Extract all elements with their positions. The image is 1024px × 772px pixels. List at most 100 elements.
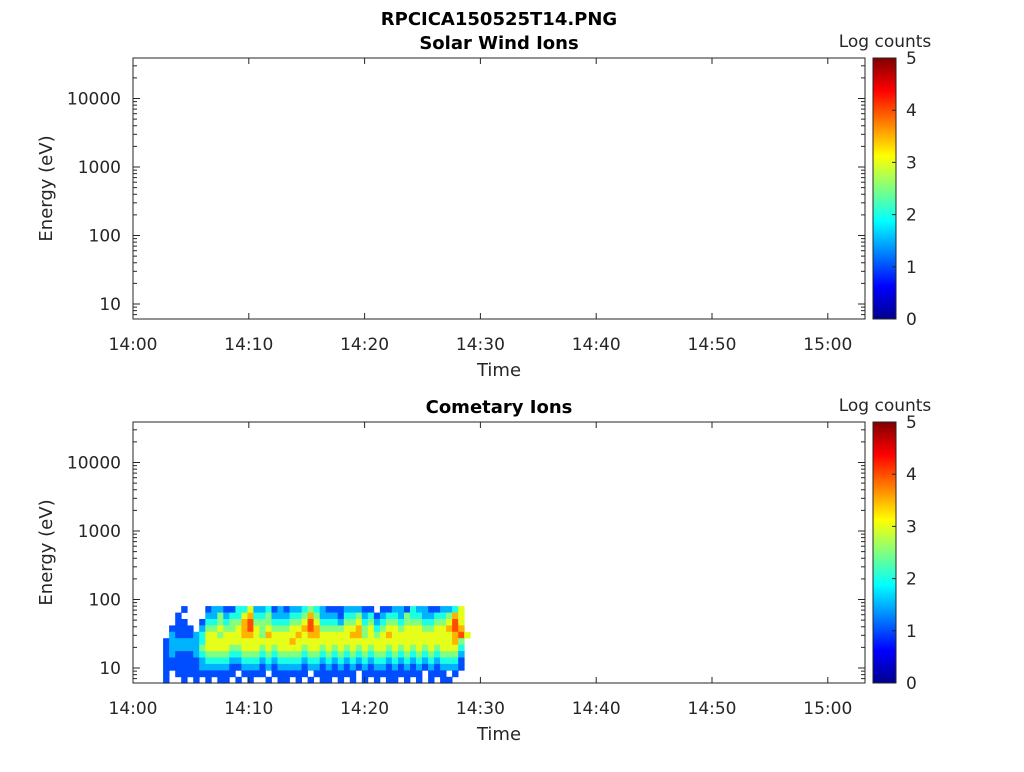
data-cell bbox=[446, 631, 453, 639]
data-cell bbox=[410, 651, 417, 658]
data-cell bbox=[289, 631, 296, 639]
data-cell bbox=[398, 625, 405, 633]
data-cell bbox=[163, 657, 170, 665]
data-cell bbox=[398, 638, 405, 645]
data-cell bbox=[361, 657, 369, 665]
data-cell bbox=[253, 663, 260, 671]
data-cell bbox=[301, 663, 308, 671]
colorbar-label: Log counts bbox=[839, 396, 932, 416]
data-cell bbox=[217, 663, 224, 671]
data-cell bbox=[331, 619, 339, 626]
y-tick-label: 10 bbox=[99, 295, 121, 315]
data-cell bbox=[283, 676, 290, 684]
data-cell bbox=[440, 638, 447, 645]
data-cell bbox=[283, 619, 290, 626]
panel-title: Cometary Ions bbox=[426, 397, 573, 418]
data-cell bbox=[211, 663, 218, 671]
data-cell bbox=[277, 606, 284, 613]
data-cell bbox=[241, 670, 248, 678]
data-cell bbox=[253, 651, 260, 658]
data-cell bbox=[187, 638, 194, 645]
data-cell bbox=[385, 606, 393, 613]
data-cell bbox=[379, 651, 387, 658]
data-cell bbox=[253, 638, 260, 645]
data-cell bbox=[373, 625, 381, 633]
data-cell bbox=[223, 676, 230, 684]
data-cell bbox=[235, 663, 242, 671]
data-cell bbox=[379, 625, 387, 633]
data-cell bbox=[416, 612, 423, 620]
data-cell bbox=[379, 612, 387, 620]
data-cell bbox=[199, 625, 206, 633]
data-cell bbox=[452, 625, 459, 633]
data-cell bbox=[373, 670, 381, 678]
data-cell bbox=[259, 651, 266, 658]
data-cell bbox=[181, 638, 188, 645]
data-cell bbox=[440, 619, 447, 626]
data-cell bbox=[343, 670, 351, 678]
data-cell bbox=[379, 644, 387, 652]
data-cell bbox=[175, 651, 182, 658]
data-cell bbox=[446, 619, 453, 626]
data-cell bbox=[265, 657, 272, 665]
data-cell bbox=[259, 657, 266, 665]
data-cell bbox=[247, 606, 254, 613]
data-cell bbox=[325, 612, 333, 620]
data-cell bbox=[259, 612, 266, 620]
data-cell bbox=[223, 631, 230, 639]
data-cell bbox=[199, 657, 206, 665]
data-cell bbox=[379, 657, 387, 665]
colorbar-tick-label: 0 bbox=[906, 310, 917, 330]
data-cell bbox=[349, 644, 357, 652]
data-cell bbox=[247, 670, 254, 678]
data-cell bbox=[217, 657, 224, 665]
data-cell bbox=[379, 670, 387, 678]
data-cell bbox=[337, 676, 345, 684]
data-cell bbox=[404, 676, 411, 684]
data-cell bbox=[458, 663, 465, 671]
x-axis-label: Time bbox=[476, 360, 521, 381]
x-tick-label: 14:10 bbox=[224, 335, 273, 355]
data-cell bbox=[289, 612, 296, 620]
data-cell bbox=[175, 625, 182, 633]
data-cell bbox=[271, 619, 278, 626]
data-cell bbox=[428, 644, 435, 652]
data-cell bbox=[385, 657, 393, 665]
data-cell bbox=[337, 651, 345, 658]
data-cell bbox=[446, 612, 453, 620]
data-cell bbox=[163, 663, 170, 671]
data-cell bbox=[247, 644, 254, 652]
data-cell bbox=[181, 657, 188, 665]
data-cell bbox=[452, 657, 459, 665]
data-cell bbox=[247, 631, 254, 639]
data-cell bbox=[241, 663, 248, 671]
data-cell bbox=[199, 619, 206, 626]
data-cell bbox=[307, 638, 314, 645]
data-cell bbox=[410, 638, 417, 645]
colorbar-tick-label: 4 bbox=[906, 465, 917, 485]
data-cell bbox=[349, 612, 357, 620]
data-cell bbox=[175, 612, 182, 620]
data-cell bbox=[331, 644, 339, 652]
data-cell bbox=[301, 657, 308, 665]
data-cell bbox=[404, 670, 411, 678]
data-cell bbox=[193, 657, 200, 665]
data-cell bbox=[181, 651, 188, 658]
data-cell bbox=[446, 676, 453, 684]
y-tick-label: 10000 bbox=[67, 90, 121, 110]
y-axis-label: Energy (eV) bbox=[36, 499, 57, 605]
axes-frame bbox=[132, 421, 866, 684]
data-cell bbox=[229, 663, 236, 671]
data-cell bbox=[211, 657, 218, 665]
data-cell bbox=[385, 663, 393, 671]
data-cell bbox=[253, 612, 260, 620]
data-cell bbox=[193, 631, 200, 639]
data-cell bbox=[217, 651, 224, 658]
data-cell bbox=[391, 606, 399, 613]
data-cell bbox=[385, 625, 393, 633]
data-cell bbox=[385, 638, 393, 645]
data-cell bbox=[379, 606, 387, 613]
data-cell bbox=[217, 625, 224, 633]
data-cell bbox=[373, 676, 381, 684]
data-cell bbox=[205, 612, 212, 620]
